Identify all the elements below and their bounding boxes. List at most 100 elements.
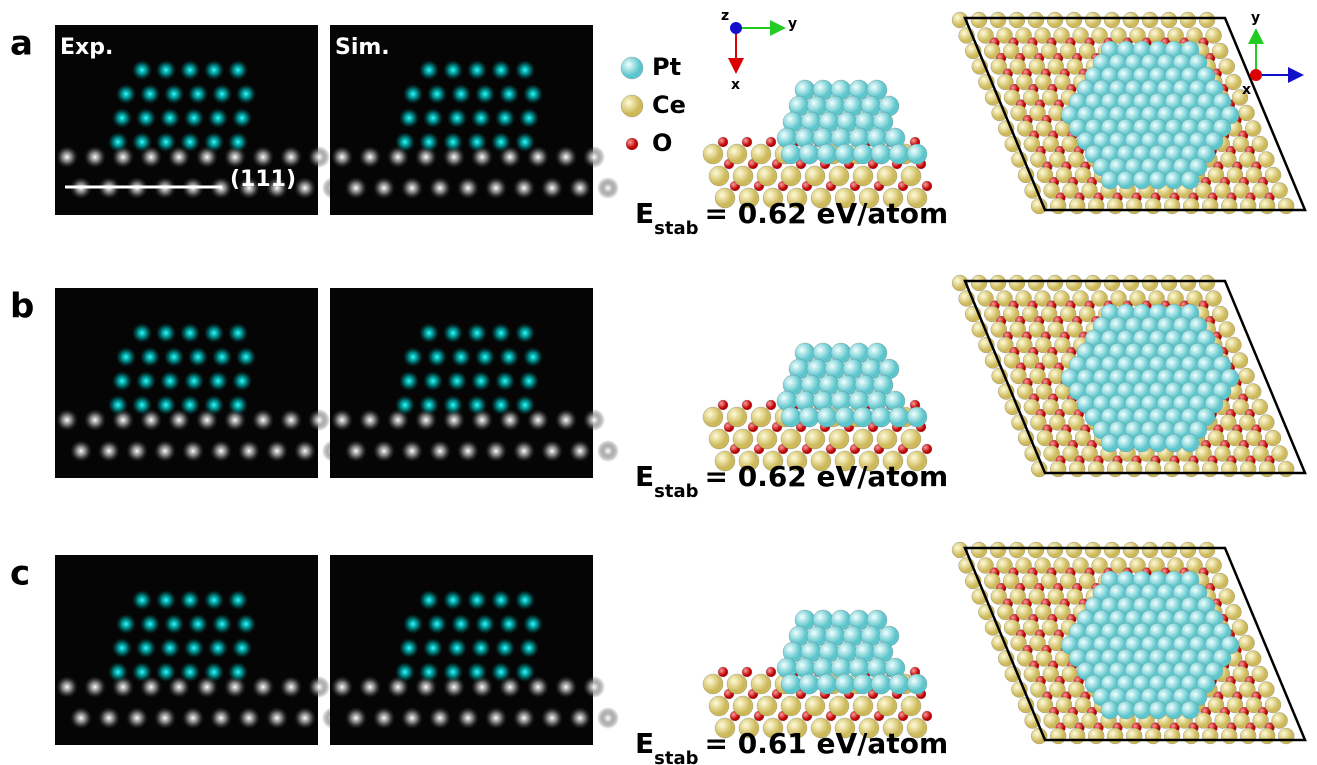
Ce-atom [1042, 135, 1059, 153]
Ce-atom [1074, 166, 1092, 184]
Ce-atom [1233, 445, 1250, 462]
Ce-atom [1046, 11, 1064, 29]
Ce-atom [1055, 696, 1073, 714]
Ce-atom [726, 673, 748, 695]
Ce-atom [1029, 104, 1046, 122]
Ce-atom [1238, 104, 1255, 122]
Ce-atom [1225, 73, 1242, 91]
column-spot [429, 440, 451, 462]
Ce-atom [1068, 414, 1085, 431]
Ce-atom [1034, 27, 1051, 44]
pt-spot [184, 638, 204, 658]
Pt-atom [798, 406, 820, 428]
Ce-atom [997, 603, 1014, 621]
Ce-atom [1207, 696, 1225, 714]
O-atom [741, 666, 753, 678]
pt-spot [132, 323, 152, 343]
Ce-atom [997, 73, 1014, 91]
pt-spot [519, 371, 539, 391]
Ce-atom [1103, 274, 1121, 292]
Ce-atom [1016, 73, 1033, 91]
Ce-atom [750, 673, 772, 695]
Ce-atom [1122, 11, 1140, 29]
column-spot [429, 177, 451, 199]
panel-label: c [10, 554, 30, 594]
Ce-atom [714, 717, 736, 739]
Ce-atom [1053, 27, 1070, 44]
pt-spot [427, 347, 447, 367]
Ce-atom [1107, 197, 1124, 215]
Pt-atom [1164, 700, 1184, 720]
Pt-atom [798, 143, 820, 165]
Ce-atom [1081, 712, 1098, 729]
O-atom [717, 136, 729, 148]
pt-spot [443, 395, 463, 415]
Ce-atom [1160, 274, 1178, 292]
Ce-atom [756, 428, 778, 450]
column-spot [266, 177, 288, 199]
Ce-atom [1027, 541, 1045, 559]
Ce-atom [780, 695, 802, 717]
Ce-atom [1074, 696, 1092, 714]
column-spot [583, 676, 605, 698]
Pt-atom [1116, 170, 1136, 190]
energy-subscript: stab [654, 218, 698, 239]
Ce-atom [1081, 182, 1098, 199]
column-spot [210, 440, 232, 462]
Ce-atom [1072, 27, 1089, 44]
Pt-atom [852, 406, 874, 428]
Ce-atom [1009, 58, 1026, 75]
column-spot [266, 707, 288, 729]
O-atom [741, 399, 753, 411]
column-spot [513, 177, 535, 199]
pt-spot [515, 590, 535, 610]
column-spot [359, 676, 381, 698]
Ce-atom [1145, 460, 1162, 478]
Ce-atom [1205, 557, 1222, 574]
pt-spot [403, 347, 423, 367]
column-spot [569, 177, 591, 199]
column-spot [583, 146, 605, 168]
column-spot [294, 177, 316, 199]
Ce-atom [1055, 166, 1073, 184]
axis-z-dot [1250, 69, 1262, 81]
Ce-atom [708, 695, 730, 717]
Ce-atom [732, 165, 754, 187]
Ce-atom [1043, 182, 1060, 199]
Ce-atom [1091, 557, 1108, 574]
panel-label: b [10, 287, 34, 327]
Ce-atom [1198, 11, 1216, 29]
Pt-atom [888, 143, 910, 165]
Ce-atom [1218, 58, 1235, 75]
column-spot [168, 676, 190, 698]
column-spot [98, 707, 120, 729]
Ce-atom [1035, 73, 1052, 91]
pt-spot [443, 590, 463, 610]
Ce-atom [876, 695, 898, 717]
Pt-atom [906, 406, 928, 428]
pt-spot [228, 132, 248, 152]
Ce-atom [1008, 11, 1026, 29]
pt-spot [423, 371, 443, 391]
O-atom [921, 443, 933, 455]
Ce-atom [1023, 665, 1040, 683]
Ce-atom [1088, 727, 1105, 745]
pt-spot [156, 60, 176, 80]
Ce-atom [1258, 414, 1275, 431]
Ce-atom [708, 428, 730, 450]
Ce-atom [702, 143, 724, 165]
Ce-atom [750, 406, 772, 428]
Ce-atom [1207, 429, 1225, 447]
pt-spot [427, 614, 447, 634]
pt-spot [447, 108, 467, 128]
pt-spot [188, 84, 208, 104]
column-spot [429, 707, 451, 729]
Ce-atom [1164, 460, 1181, 478]
column-spot [527, 409, 549, 431]
Ce-atom [1232, 665, 1249, 683]
Ce-atom [804, 428, 826, 450]
Ce-atom [1233, 182, 1250, 199]
Ce-atom [810, 187, 832, 209]
Ce-atom [1126, 727, 1143, 745]
Ce-atom [714, 187, 736, 209]
